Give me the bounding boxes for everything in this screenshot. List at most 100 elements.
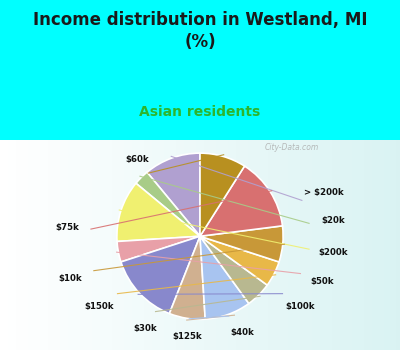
- Bar: [108, 140, 112, 350]
- Bar: [396, 140, 400, 350]
- Bar: [180, 140, 184, 350]
- Bar: [68, 140, 72, 350]
- Bar: [376, 140, 380, 350]
- Bar: [300, 140, 304, 350]
- Bar: [96, 140, 100, 350]
- Bar: [336, 140, 340, 350]
- Bar: [236, 140, 240, 350]
- Text: $50k: $50k: [311, 277, 334, 286]
- Bar: [4, 140, 8, 350]
- Bar: [312, 140, 316, 350]
- Bar: [124, 140, 128, 350]
- Bar: [164, 140, 168, 350]
- Bar: [136, 140, 140, 350]
- Bar: [208, 140, 212, 350]
- Bar: [384, 140, 388, 350]
- Text: $40k: $40k: [230, 328, 254, 337]
- Bar: [44, 140, 48, 350]
- Text: Asian residents: Asian residents: [139, 105, 261, 119]
- Bar: [76, 140, 80, 350]
- Bar: [172, 140, 176, 350]
- Bar: [48, 140, 52, 350]
- Bar: [240, 140, 244, 350]
- Bar: [292, 140, 296, 350]
- Bar: [84, 140, 88, 350]
- Bar: [348, 140, 352, 350]
- Bar: [368, 140, 372, 350]
- Bar: [152, 140, 156, 350]
- Bar: [356, 140, 360, 350]
- Bar: [140, 140, 144, 350]
- Text: $125k: $125k: [172, 332, 202, 341]
- Bar: [144, 140, 148, 350]
- Text: $10k: $10k: [59, 274, 82, 283]
- Bar: [220, 140, 224, 350]
- Wedge shape: [200, 153, 244, 236]
- Bar: [32, 140, 36, 350]
- Bar: [304, 140, 308, 350]
- Text: $75k: $75k: [55, 223, 79, 232]
- Wedge shape: [200, 236, 279, 285]
- Bar: [364, 140, 368, 350]
- Bar: [332, 140, 336, 350]
- Bar: [264, 140, 268, 350]
- Bar: [56, 140, 60, 350]
- Bar: [344, 140, 348, 350]
- Bar: [132, 140, 136, 350]
- Wedge shape: [200, 166, 282, 236]
- Bar: [40, 140, 44, 350]
- Bar: [284, 140, 288, 350]
- Bar: [392, 140, 396, 350]
- Bar: [64, 140, 68, 350]
- Bar: [380, 140, 384, 350]
- Wedge shape: [117, 183, 200, 241]
- Bar: [196, 140, 200, 350]
- Bar: [276, 140, 280, 350]
- Bar: [20, 140, 24, 350]
- Bar: [36, 140, 40, 350]
- Bar: [92, 140, 96, 350]
- Bar: [352, 140, 356, 350]
- Bar: [244, 140, 248, 350]
- Wedge shape: [200, 226, 283, 262]
- Bar: [324, 140, 328, 350]
- Bar: [212, 140, 216, 350]
- Text: Income distribution in Westland, MI
(%): Income distribution in Westland, MI (%): [33, 11, 367, 51]
- Bar: [248, 140, 252, 350]
- Bar: [260, 140, 264, 350]
- Bar: [320, 140, 324, 350]
- Bar: [372, 140, 376, 350]
- Bar: [88, 140, 92, 350]
- Bar: [120, 140, 124, 350]
- Bar: [8, 140, 12, 350]
- Wedge shape: [200, 236, 249, 319]
- Bar: [28, 140, 32, 350]
- Bar: [16, 140, 20, 350]
- Wedge shape: [169, 236, 205, 319]
- Text: City-Data.com: City-Data.com: [265, 143, 319, 152]
- Wedge shape: [200, 236, 267, 303]
- Bar: [328, 140, 332, 350]
- Bar: [224, 140, 228, 350]
- Bar: [156, 140, 160, 350]
- Text: $100k: $100k: [286, 302, 316, 311]
- Bar: [72, 140, 76, 350]
- Bar: [176, 140, 180, 350]
- Text: $30k: $30k: [134, 324, 158, 332]
- Bar: [184, 140, 188, 350]
- Bar: [360, 140, 364, 350]
- Bar: [296, 140, 300, 350]
- Bar: [308, 140, 312, 350]
- Bar: [256, 140, 260, 350]
- Bar: [204, 140, 208, 350]
- Bar: [340, 140, 344, 350]
- Bar: [272, 140, 276, 350]
- Bar: [288, 140, 292, 350]
- Bar: [24, 140, 28, 350]
- Bar: [60, 140, 64, 350]
- Wedge shape: [136, 172, 200, 236]
- Bar: [148, 140, 152, 350]
- Bar: [160, 140, 164, 350]
- Bar: [216, 140, 220, 350]
- Bar: [116, 140, 120, 350]
